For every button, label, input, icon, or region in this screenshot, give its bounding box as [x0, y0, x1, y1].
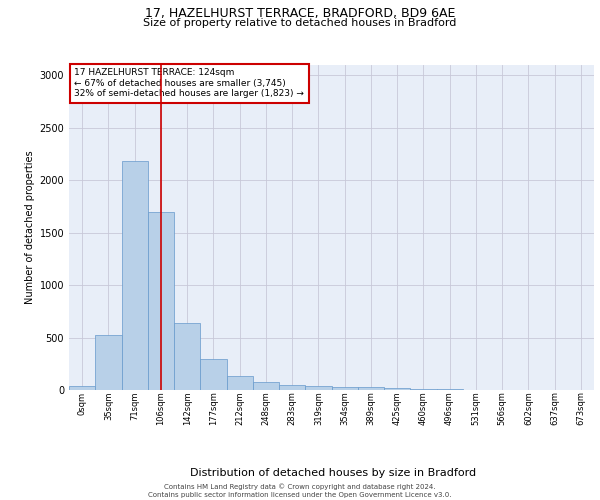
Bar	[358, 388, 384, 390]
Bar	[227, 376, 253, 390]
Bar	[305, 386, 331, 390]
Bar	[200, 359, 227, 390]
Bar	[384, 388, 410, 390]
Bar	[174, 324, 200, 390]
Text: Distribution of detached houses by size in Bradford: Distribution of detached houses by size …	[190, 468, 476, 477]
Bar	[148, 212, 174, 390]
Bar	[95, 336, 121, 390]
Bar	[253, 382, 279, 390]
Bar	[279, 386, 305, 390]
Bar	[121, 162, 148, 390]
Text: Size of property relative to detached houses in Bradford: Size of property relative to detached ho…	[143, 18, 457, 28]
Text: 17, HAZELHURST TERRACE, BRADFORD, BD9 6AE: 17, HAZELHURST TERRACE, BRADFORD, BD9 6A…	[145, 8, 455, 20]
Bar	[331, 387, 358, 390]
Text: 17 HAZELHURST TERRACE: 124sqm
← 67% of detached houses are smaller (3,745)
32% o: 17 HAZELHURST TERRACE: 124sqm ← 67% of d…	[74, 68, 304, 98]
Bar	[410, 389, 437, 390]
Y-axis label: Number of detached properties: Number of detached properties	[25, 150, 35, 304]
Bar	[69, 386, 95, 390]
Text: Contains HM Land Registry data © Crown copyright and database right 2024.
Contai: Contains HM Land Registry data © Crown c…	[148, 484, 452, 498]
